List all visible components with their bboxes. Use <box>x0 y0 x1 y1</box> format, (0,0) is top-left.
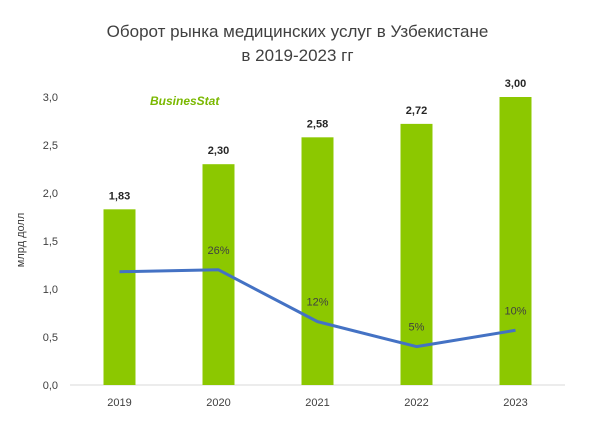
y-tick-label: 1,5 <box>43 236 58 248</box>
x-tick-label: 2020 <box>206 397 230 409</box>
y-tick-label: 2,5 <box>43 140 58 152</box>
chart-subtitle: в 2019-2023 гг <box>241 46 354 65</box>
chart-title: Оборот рынка медицинских услуг в Узбекис… <box>106 22 489 41</box>
growth-label: 10% <box>504 305 526 317</box>
bar <box>301 137 334 385</box>
logo-text: BusinesStat <box>150 94 220 108</box>
bar <box>103 209 136 385</box>
y-tick-label: 1,0 <box>43 284 58 296</box>
businesstat-logo: BusinesStat <box>150 94 220 108</box>
bar <box>400 123 433 385</box>
bar-value-label: 1,83 <box>109 190 130 202</box>
y-tick-label: 0,5 <box>43 332 58 344</box>
growth-label: 12% <box>306 297 328 309</box>
x-tick-label: 2022 <box>404 397 428 409</box>
bar <box>499 97 532 385</box>
bar-value-label: 3,00 <box>505 78 526 90</box>
x-tick-label: 2023 <box>503 397 527 409</box>
bar-value-label: 2,30 <box>208 145 229 157</box>
bar-value-label: 2,72 <box>406 105 427 117</box>
x-tick-label: 2021 <box>305 397 329 409</box>
y-tick-label: 2,0 <box>43 188 58 200</box>
growth-line <box>119 268 516 349</box>
growth-label: 26% <box>207 245 229 257</box>
bar-value-label: 2,58 <box>307 118 328 130</box>
x-tick-label: 2019 <box>107 397 131 409</box>
growth-label: 5% <box>409 322 425 334</box>
y-tick-label: 3,0 <box>43 92 58 104</box>
y-tick-label: 0,0 <box>43 380 58 392</box>
y-axis-label: млрд долл <box>15 213 27 267</box>
